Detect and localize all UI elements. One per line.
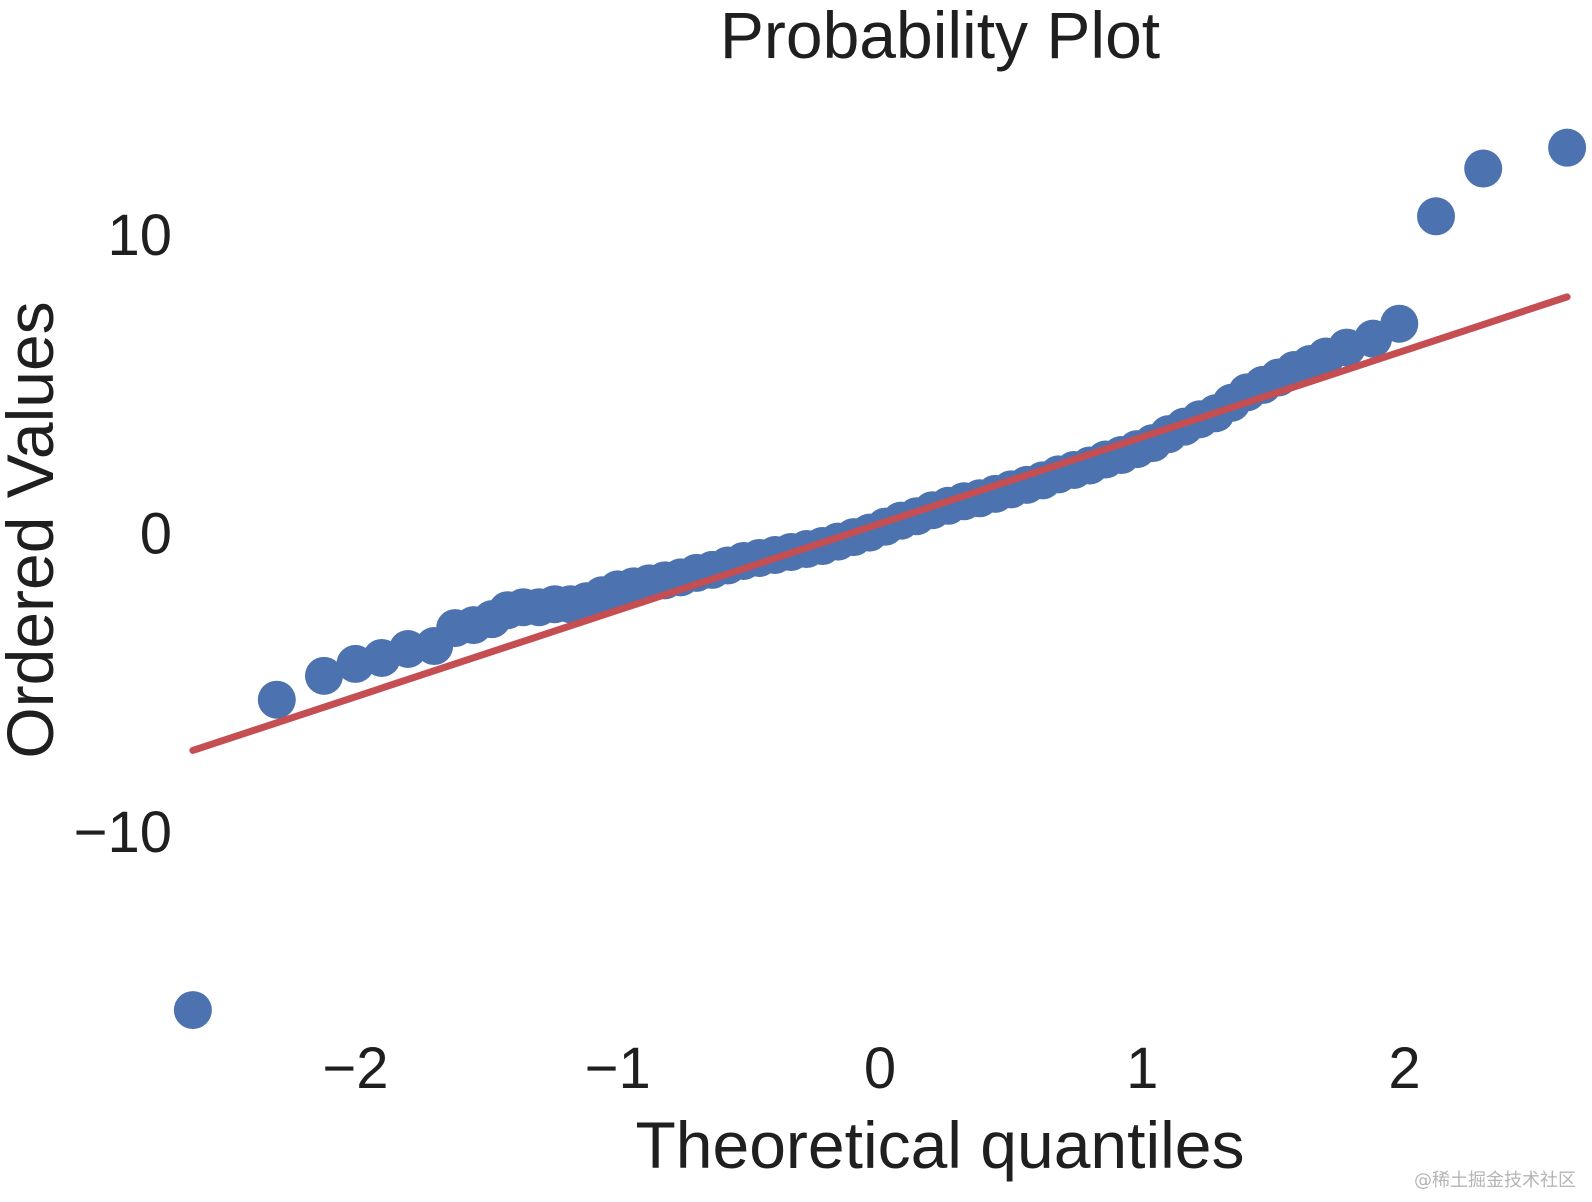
x-tick-label: −2 [322, 1036, 388, 1101]
y-axis-label: Ordered Values [0, 301, 67, 758]
data-point [1417, 197, 1455, 236]
x-tick-label: 0 [864, 1036, 896, 1101]
y-tick-label: −10 [74, 800, 172, 865]
x-tick-label: 2 [1388, 1036, 1420, 1101]
y-tick-label: 10 [107, 203, 172, 268]
x-axis-label: Theoretical quantiles [635, 1108, 1244, 1182]
x-tick-label: −1 [585, 1036, 651, 1101]
watermark-text: @稀土掘金技术社区 [1414, 1170, 1576, 1191]
y-tick-label: 0 [140, 502, 172, 567]
data-point [305, 656, 343, 695]
chart-title: Probability Plot [720, 0, 1160, 72]
data-point [257, 680, 296, 719]
data-point [1464, 149, 1503, 188]
data-point [1380, 304, 1419, 343]
x-tick-label: 1 [1126, 1036, 1158, 1101]
data-point [173, 991, 212, 1030]
data-point [1548, 128, 1587, 167]
fit-line [189, 293, 1571, 754]
